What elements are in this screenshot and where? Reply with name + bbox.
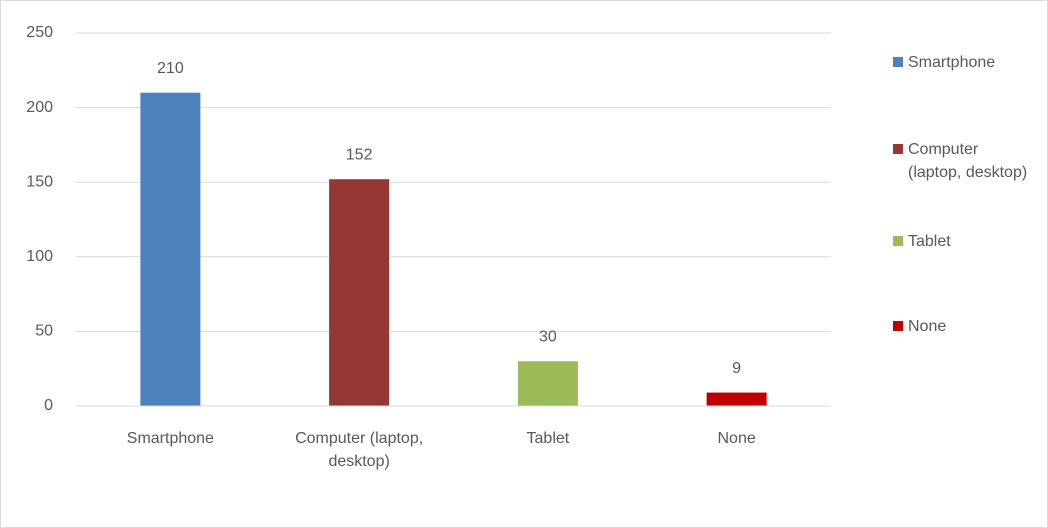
data-label: 30 (539, 328, 557, 345)
bar (329, 179, 390, 406)
legend-swatch (893, 236, 903, 246)
legend-label: None (908, 318, 947, 335)
legend-swatch (893, 144, 903, 154)
y-tick-label: 200 (26, 99, 53, 116)
data-label: 9 (732, 360, 741, 377)
x-tick-label: Smartphone (126, 430, 214, 447)
legend-label: Computer (laptop, desktop) (908, 141, 1028, 181)
legend-label: Tablet (908, 233, 951, 250)
data-label: 152 (346, 146, 373, 163)
y-tick-label: 50 (35, 323, 53, 340)
bar (706, 392, 767, 406)
y-tick-label: 150 (26, 173, 53, 190)
bar (517, 361, 578, 406)
data-label: 210 (157, 60, 184, 77)
x-tick-label: None (717, 430, 756, 447)
legend-label: Smartphone (908, 54, 996, 71)
x-tick-label: Computer (laptop, desktop) (295, 430, 424, 470)
legend-swatch (893, 57, 903, 67)
x-tick-label: Tablet (526, 430, 570, 447)
bar (140, 92, 201, 407)
y-tick-label: 250 (26, 24, 53, 41)
y-tick-label: 100 (26, 248, 53, 265)
y-tick-label: 0 (44, 397, 53, 414)
legend-swatch (893, 321, 903, 331)
